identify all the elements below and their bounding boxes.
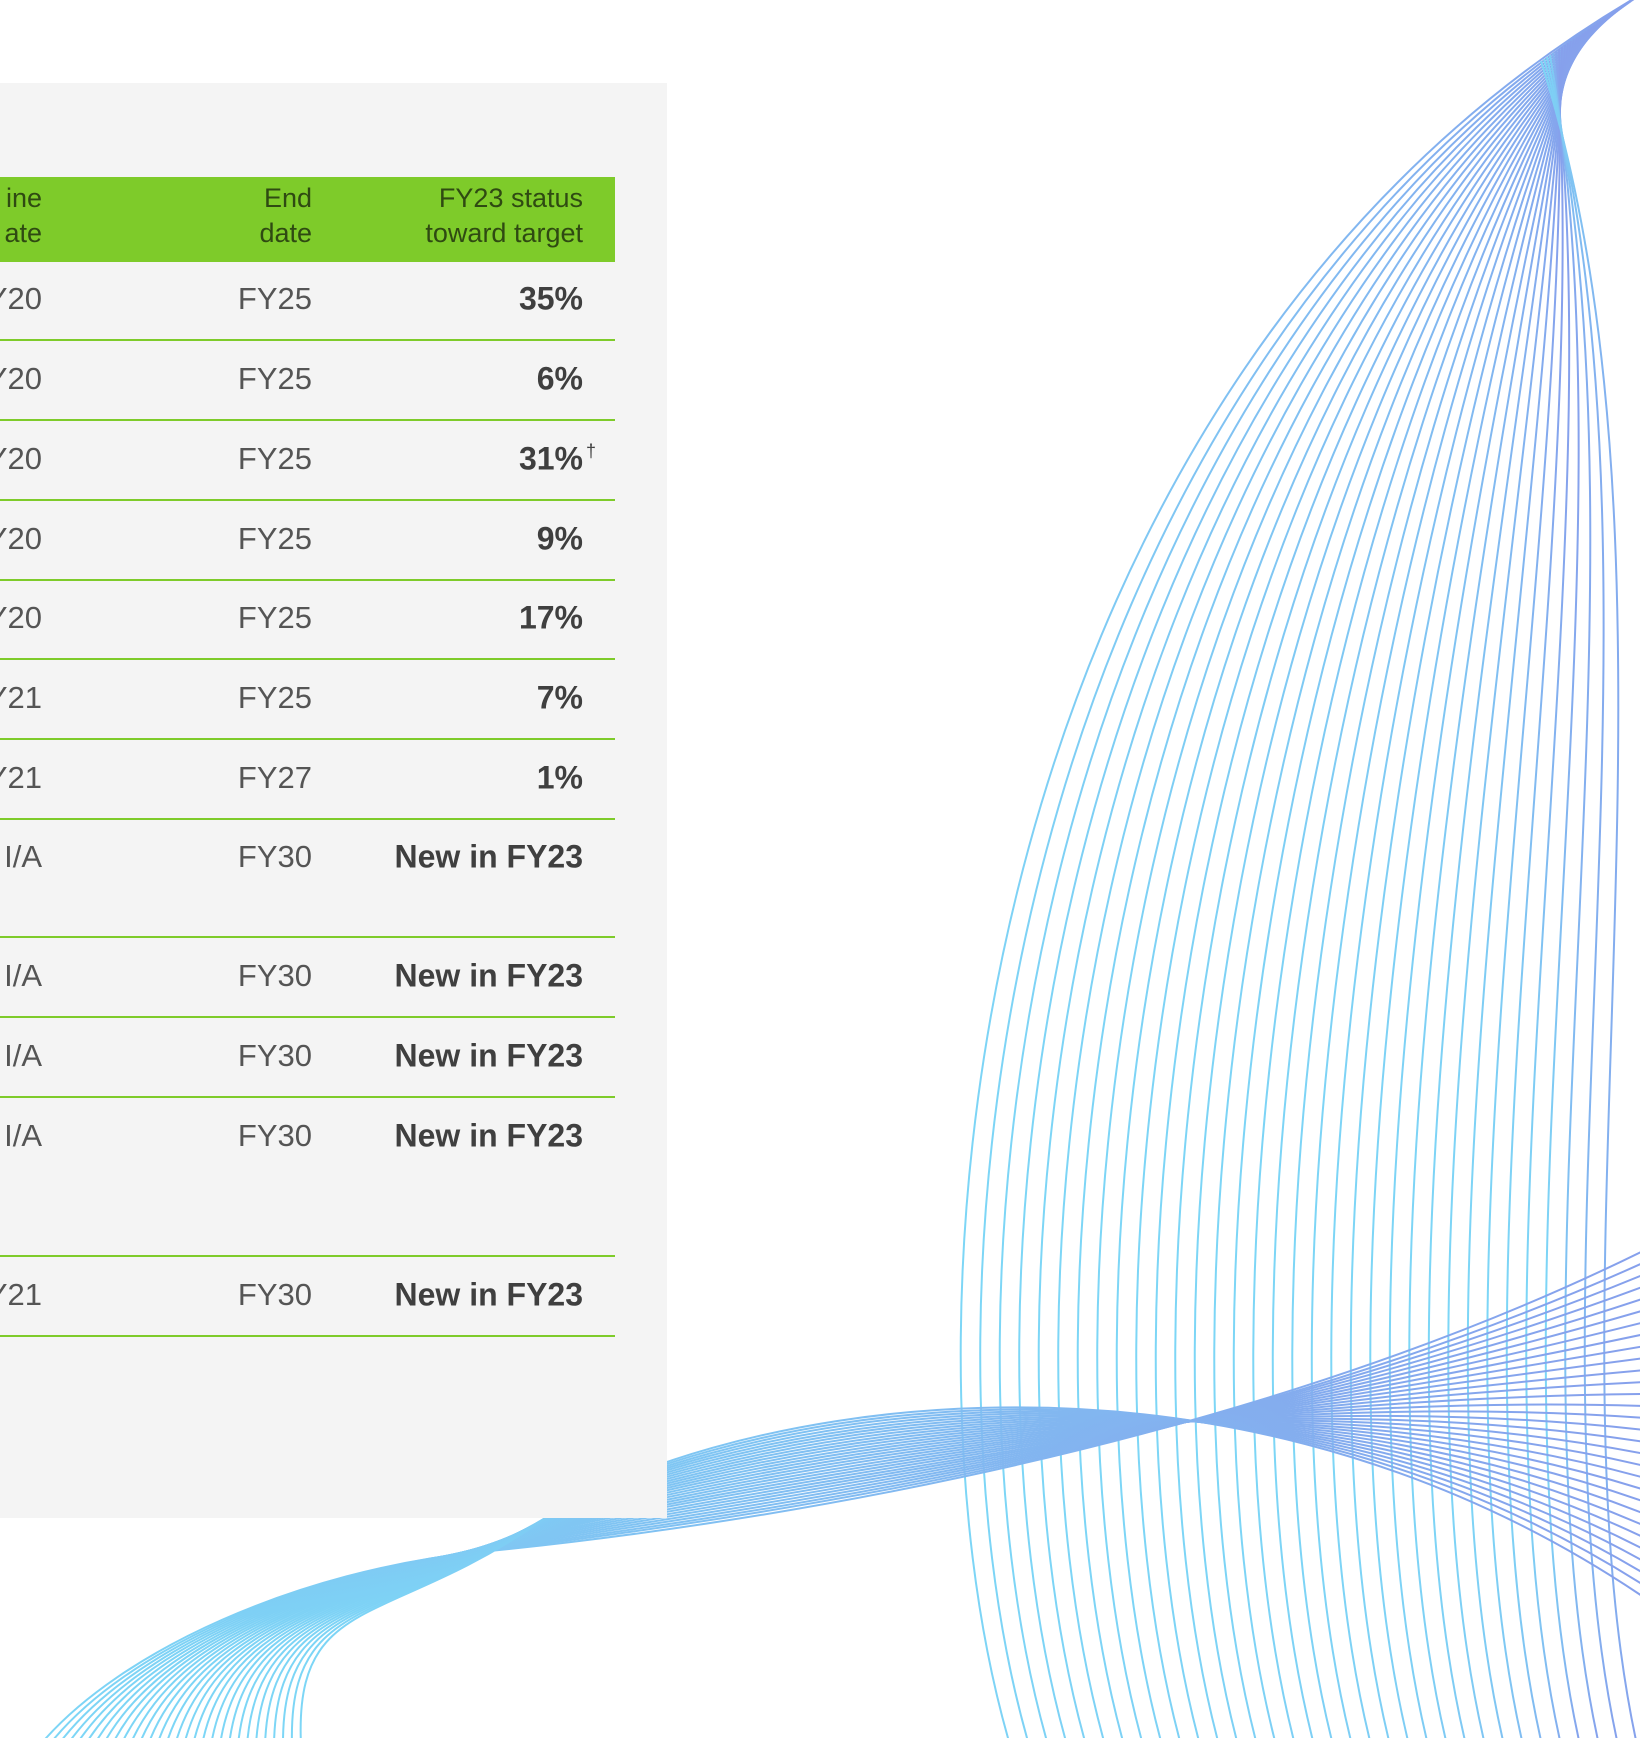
wave-arc bbox=[1540, 60, 1637, 1738]
end-date: FY25 bbox=[238, 281, 312, 316]
wave-arc bbox=[1174, 16, 1608, 1738]
wave-arc bbox=[1330, 32, 1584, 1738]
baseline-date: I/A bbox=[4, 1118, 42, 1153]
wave-arc bbox=[1310, 30, 1587, 1738]
end-date: FY25 bbox=[238, 521, 312, 556]
wave-sweep bbox=[97, 1322, 1640, 1738]
wave-sweep bbox=[53, 1263, 1640, 1738]
end-date: FY25 bbox=[238, 441, 312, 476]
status: New in FY23 bbox=[395, 838, 584, 874]
wave-arc bbox=[1291, 28, 1590, 1738]
wave-sweep bbox=[106, 1334, 1640, 1738]
status: New in FY23 bbox=[395, 1117, 584, 1153]
table: ine ate End date FY23 status toward target Y20… bbox=[0, 183, 615, 1337]
wave-arc bbox=[1232, 22, 1599, 1738]
baseline-date: Y21 bbox=[0, 1277, 42, 1312]
wave-arc bbox=[1154, 14, 1611, 1738]
header-text: End bbox=[264, 183, 312, 213]
wave-sweep bbox=[123, 1357, 1640, 1738]
end-date: FY30 bbox=[238, 839, 312, 874]
wave-arc bbox=[959, 0, 1634, 1738]
wave-arc bbox=[998, 0, 1635, 1738]
decorative-waves bbox=[44, 0, 1640, 1738]
status: 17% bbox=[519, 599, 583, 635]
status: 7% bbox=[537, 679, 583, 715]
status: New in FY23 bbox=[395, 957, 584, 993]
status: 1% bbox=[537, 759, 583, 795]
status: 6% bbox=[537, 360, 583, 396]
footnote-mark: † bbox=[586, 441, 596, 461]
status: New in FY23 bbox=[395, 1276, 584, 1312]
baseline-date: Y20 bbox=[0, 521, 42, 556]
wave-arc bbox=[1037, 2, 1629, 1738]
wave-arc bbox=[1018, 0, 1632, 1738]
wave-arc bbox=[1369, 36, 1578, 1738]
wave-arc bbox=[1447, 44, 1566, 1738]
baseline-date: Y20 bbox=[0, 441, 42, 476]
header-text: ate bbox=[4, 218, 42, 248]
wave-arc bbox=[1271, 26, 1593, 1738]
wave-arc bbox=[1525, 52, 1571, 1738]
end-date: FY30 bbox=[238, 1277, 312, 1312]
status: 31% bbox=[519, 440, 583, 476]
wave-arc bbox=[1486, 48, 1562, 1738]
wave-sweep bbox=[79, 1298, 1640, 1738]
wave-arc bbox=[1505, 50, 1564, 1738]
wave-arc bbox=[1135, 12, 1614, 1738]
baseline-date: I/A bbox=[4, 839, 42, 874]
end-date: FY25 bbox=[238, 600, 312, 635]
status: New in FY23 bbox=[395, 1037, 584, 1073]
end-date: FY25 bbox=[238, 680, 312, 715]
wave-arc bbox=[1388, 38, 1575, 1738]
end-date: FY30 bbox=[238, 958, 312, 993]
header-text: ine bbox=[6, 183, 42, 213]
end-date: FY30 bbox=[238, 1118, 312, 1153]
wave-sweep bbox=[62, 1274, 1640, 1738]
end-date: FY30 bbox=[238, 1038, 312, 1073]
wave-arc bbox=[1408, 40, 1572, 1738]
wave-arc bbox=[979, 0, 1635, 1738]
header-text: FY23 status bbox=[439, 183, 583, 213]
wave-arc bbox=[1213, 20, 1602, 1738]
wave-arc bbox=[1096, 8, 1620, 1738]
baseline-date: Y21 bbox=[0, 760, 42, 795]
baseline-date: I/A bbox=[4, 1038, 42, 1073]
baseline-date: Y20 bbox=[0, 600, 42, 635]
header-text: date bbox=[259, 218, 312, 248]
baseline-date: Y20 bbox=[0, 281, 42, 316]
end-date: FY27 bbox=[238, 760, 312, 795]
wave-arc bbox=[1193, 18, 1605, 1738]
wave-arc bbox=[1076, 6, 1623, 1738]
table-panel bbox=[0, 83, 667, 1518]
wave-arc bbox=[1466, 46, 1563, 1738]
wave-sweep bbox=[71, 1286, 1640, 1738]
status: 9% bbox=[537, 520, 583, 556]
baseline-date: I/A bbox=[4, 958, 42, 993]
wave-arc bbox=[1544, 54, 1580, 1738]
wave-arc bbox=[1252, 24, 1596, 1738]
wave-sweep bbox=[114, 1345, 1640, 1738]
wave-arc bbox=[1349, 34, 1581, 1738]
wave-arc bbox=[1427, 42, 1569, 1738]
header-text: toward target bbox=[425, 218, 583, 248]
wave-sweep bbox=[44, 1251, 1640, 1738]
end-date: FY25 bbox=[238, 361, 312, 396]
baseline-date: Y20 bbox=[0, 361, 42, 396]
wave-arc bbox=[1546, 56, 1599, 1738]
table-header-bar bbox=[0, 177, 615, 262]
baseline-date: Y21 bbox=[0, 680, 42, 715]
wave-arc bbox=[1543, 58, 1618, 1738]
wave-sweep bbox=[88, 1310, 1640, 1738]
wave-arc bbox=[1115, 10, 1617, 1738]
wave-arc bbox=[1057, 4, 1626, 1738]
status: 35% bbox=[519, 280, 583, 316]
